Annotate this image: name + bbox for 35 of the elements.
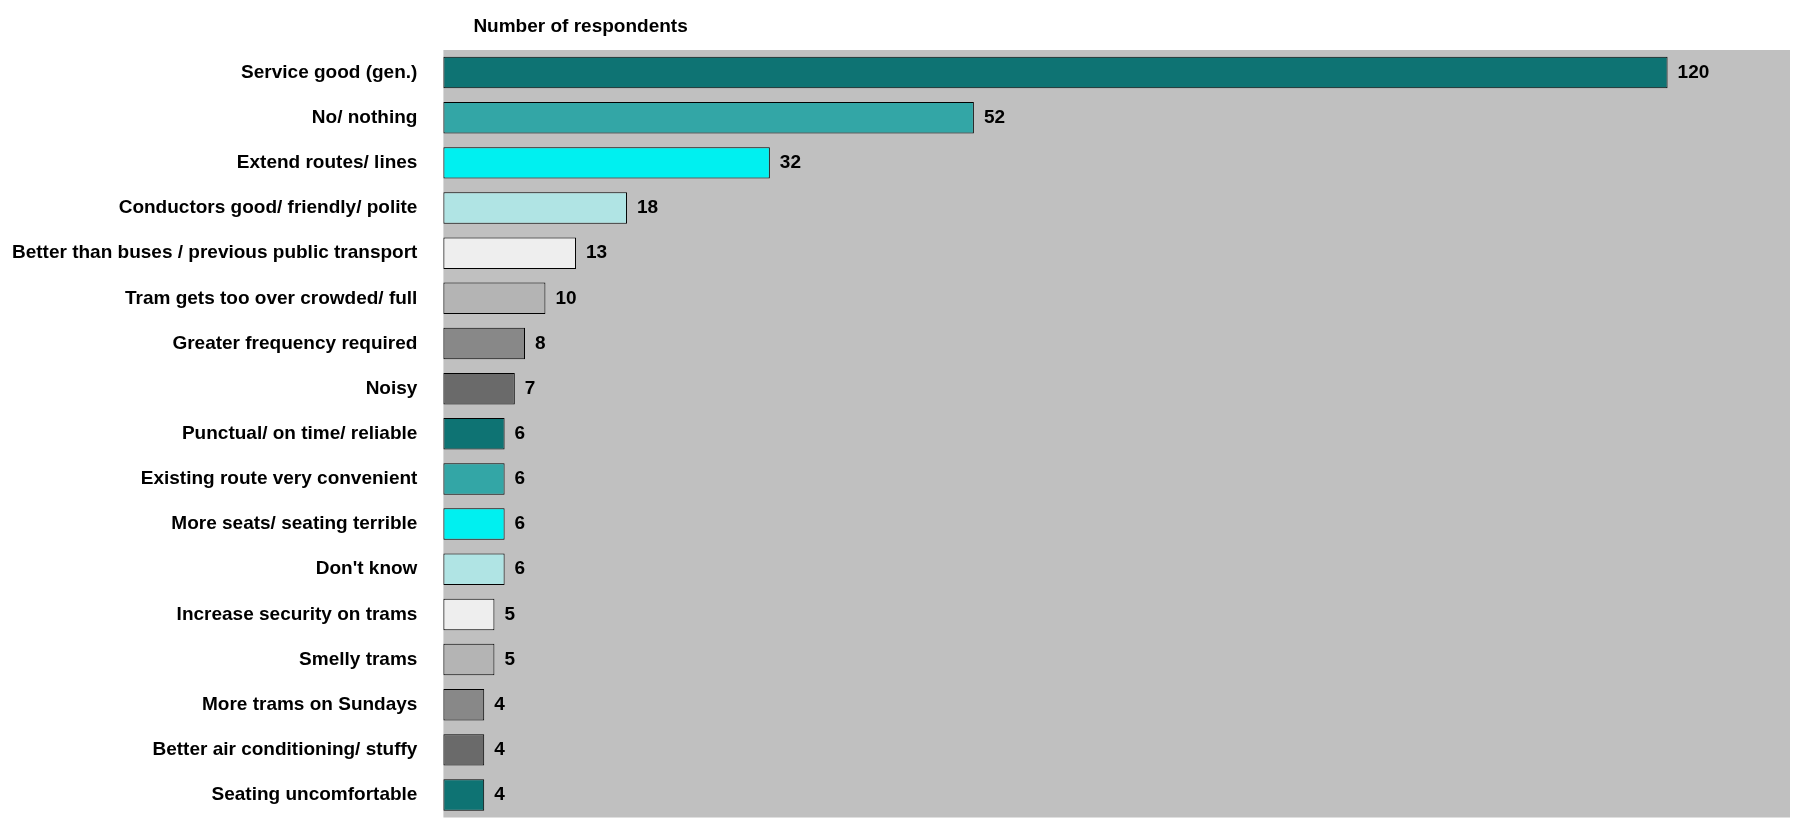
y-tick-label: Smelly trams bbox=[299, 647, 418, 669]
data-label: 5 bbox=[504, 647, 516, 669]
data-label: 5 bbox=[504, 602, 516, 624]
data-label: 6 bbox=[514, 422, 526, 444]
data-label: 18 bbox=[637, 196, 659, 218]
y-tick-label: Don't know bbox=[315, 557, 418, 579]
y-tick-label: More seats/ seating terrible bbox=[171, 512, 418, 534]
data-label: 4 bbox=[494, 692, 506, 714]
data-label: 6 bbox=[514, 512, 526, 534]
data-label: 4 bbox=[494, 783, 506, 805]
y-tick-label: Noisy bbox=[365, 376, 418, 398]
data-label: 7 bbox=[524, 376, 536, 398]
y-tick-label: Seating uncomfortable bbox=[211, 783, 418, 805]
y-tick-label: Extend routes/ lines bbox=[236, 151, 418, 173]
y-tick-label: Conductors good/ friendly/ polite bbox=[118, 196, 418, 218]
y-tick-label: Increase security on trams bbox=[176, 602, 418, 624]
y-tick-label: Service good (gen.) bbox=[241, 60, 418, 82]
data-label: 6 bbox=[514, 557, 526, 579]
y-tick-label: No/ nothing bbox=[311, 105, 418, 127]
data-label: 4 bbox=[494, 738, 506, 760]
y-tick-label: More trams on Sundays bbox=[202, 692, 418, 714]
data-label: 32 bbox=[779, 151, 801, 173]
y-tick-label: Tram gets too over crowded/ full bbox=[124, 286, 418, 308]
y-tick-label: Better than buses / previous public transport bbox=[12, 241, 419, 263]
data-label: 120 bbox=[1677, 60, 1710, 82]
data-label: 13 bbox=[586, 241, 608, 263]
y-tick-label: Punctual/ on time/ reliable bbox=[181, 422, 418, 444]
y-tick-label: Greater frequency required bbox=[172, 331, 418, 353]
data-label: 8 bbox=[535, 331, 546, 353]
data-label: 10 bbox=[555, 286, 577, 308]
data-label: 6 bbox=[514, 467, 526, 489]
y-tick-label: Existing route very convenient bbox=[140, 467, 419, 489]
y-tick-label: Better air conditioning/ stuffy bbox=[152, 738, 418, 760]
chart-title: Number of respondents bbox=[473, 14, 688, 36]
data-label: 52 bbox=[983, 105, 1006, 127]
